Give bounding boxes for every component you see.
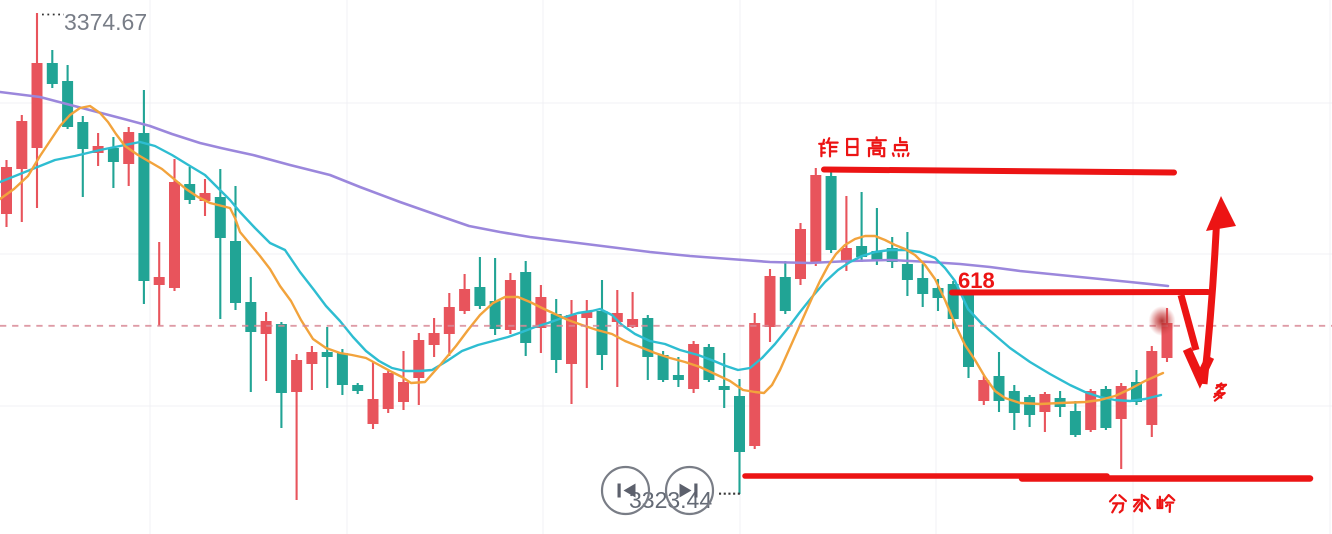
svg-text:618: 618: [958, 268, 995, 293]
svg-text:3374.67: 3374.67: [64, 9, 147, 35]
svg-text:3323.44: 3323.44: [629, 487, 712, 513]
